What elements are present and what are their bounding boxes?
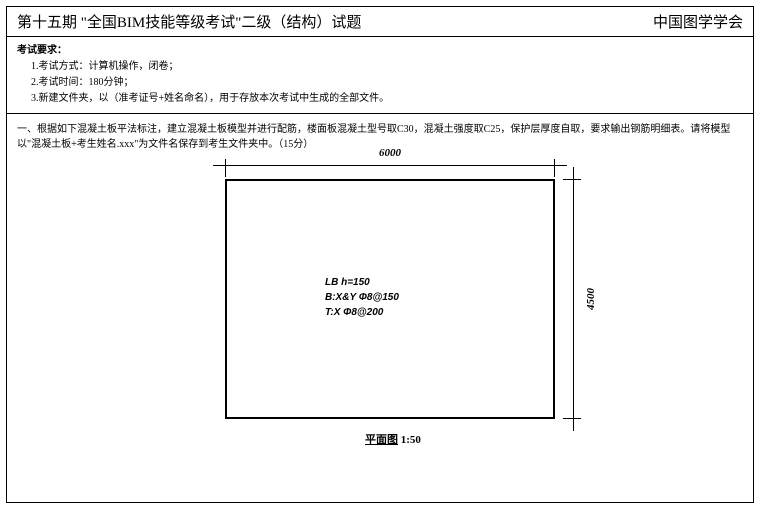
dim-tick (554, 159, 555, 177)
dim-tick (563, 418, 581, 419)
dim-ext (213, 165, 225, 166)
slab-line1: LB h=150 (325, 275, 399, 290)
requirement-item: 3.新建文件夹，以（准考证号+姓名命名），用于存放本次考试中生成的全部文件。 (17, 91, 743, 107)
dim-line (225, 165, 555, 166)
dim-line (573, 179, 574, 419)
slab-annotation: LB h=150 B:X&Y Φ8@150 T:X Φ8@200 (325, 275, 399, 320)
dim-ext (573, 419, 574, 431)
dimension-right: 4500 (567, 179, 579, 419)
dimension-width-label: 6000 (225, 147, 555, 159)
plan-drawing: 6000 4500 LB h=150 B:X&Y Φ8@150 T:X Φ8@2… (225, 155, 625, 455)
requirement-item: 2.考试时间：180分钟； (17, 75, 743, 91)
header-left: 第十五期 "全国BIM技能等级考试"二级（结构）试题 (17, 11, 361, 32)
dimension-height-label: 4500 (585, 288, 597, 310)
dim-tick (225, 159, 226, 177)
requirements-box: 考试要求： 1.考试方式：计算机操作，闭卷； 2.考试时间：180分钟； 3.新… (7, 37, 753, 114)
plan-title-scale: 1:50 (398, 434, 421, 446)
slab-line3: T:X Φ8@200 (325, 305, 399, 320)
requirements-title: 考试要求： (17, 43, 743, 59)
plan-title: 平面图 1:50 (365, 431, 421, 447)
dim-ext (555, 165, 567, 166)
header-right: 中国图学学会 (653, 11, 743, 32)
requirement-item: 1.考试方式：计算机操作，闭卷； (17, 59, 743, 75)
page-header: 第十五期 "全国BIM技能等级考试"二级（结构）试题 中国图学学会 (7, 7, 753, 37)
slab-line2: B:X&Y Φ8@150 (325, 290, 399, 305)
plan-title-text: 平面图 (365, 434, 398, 446)
dim-ext (573, 167, 574, 179)
dim-tick (563, 179, 581, 180)
dimension-top: 6000 (225, 159, 555, 171)
